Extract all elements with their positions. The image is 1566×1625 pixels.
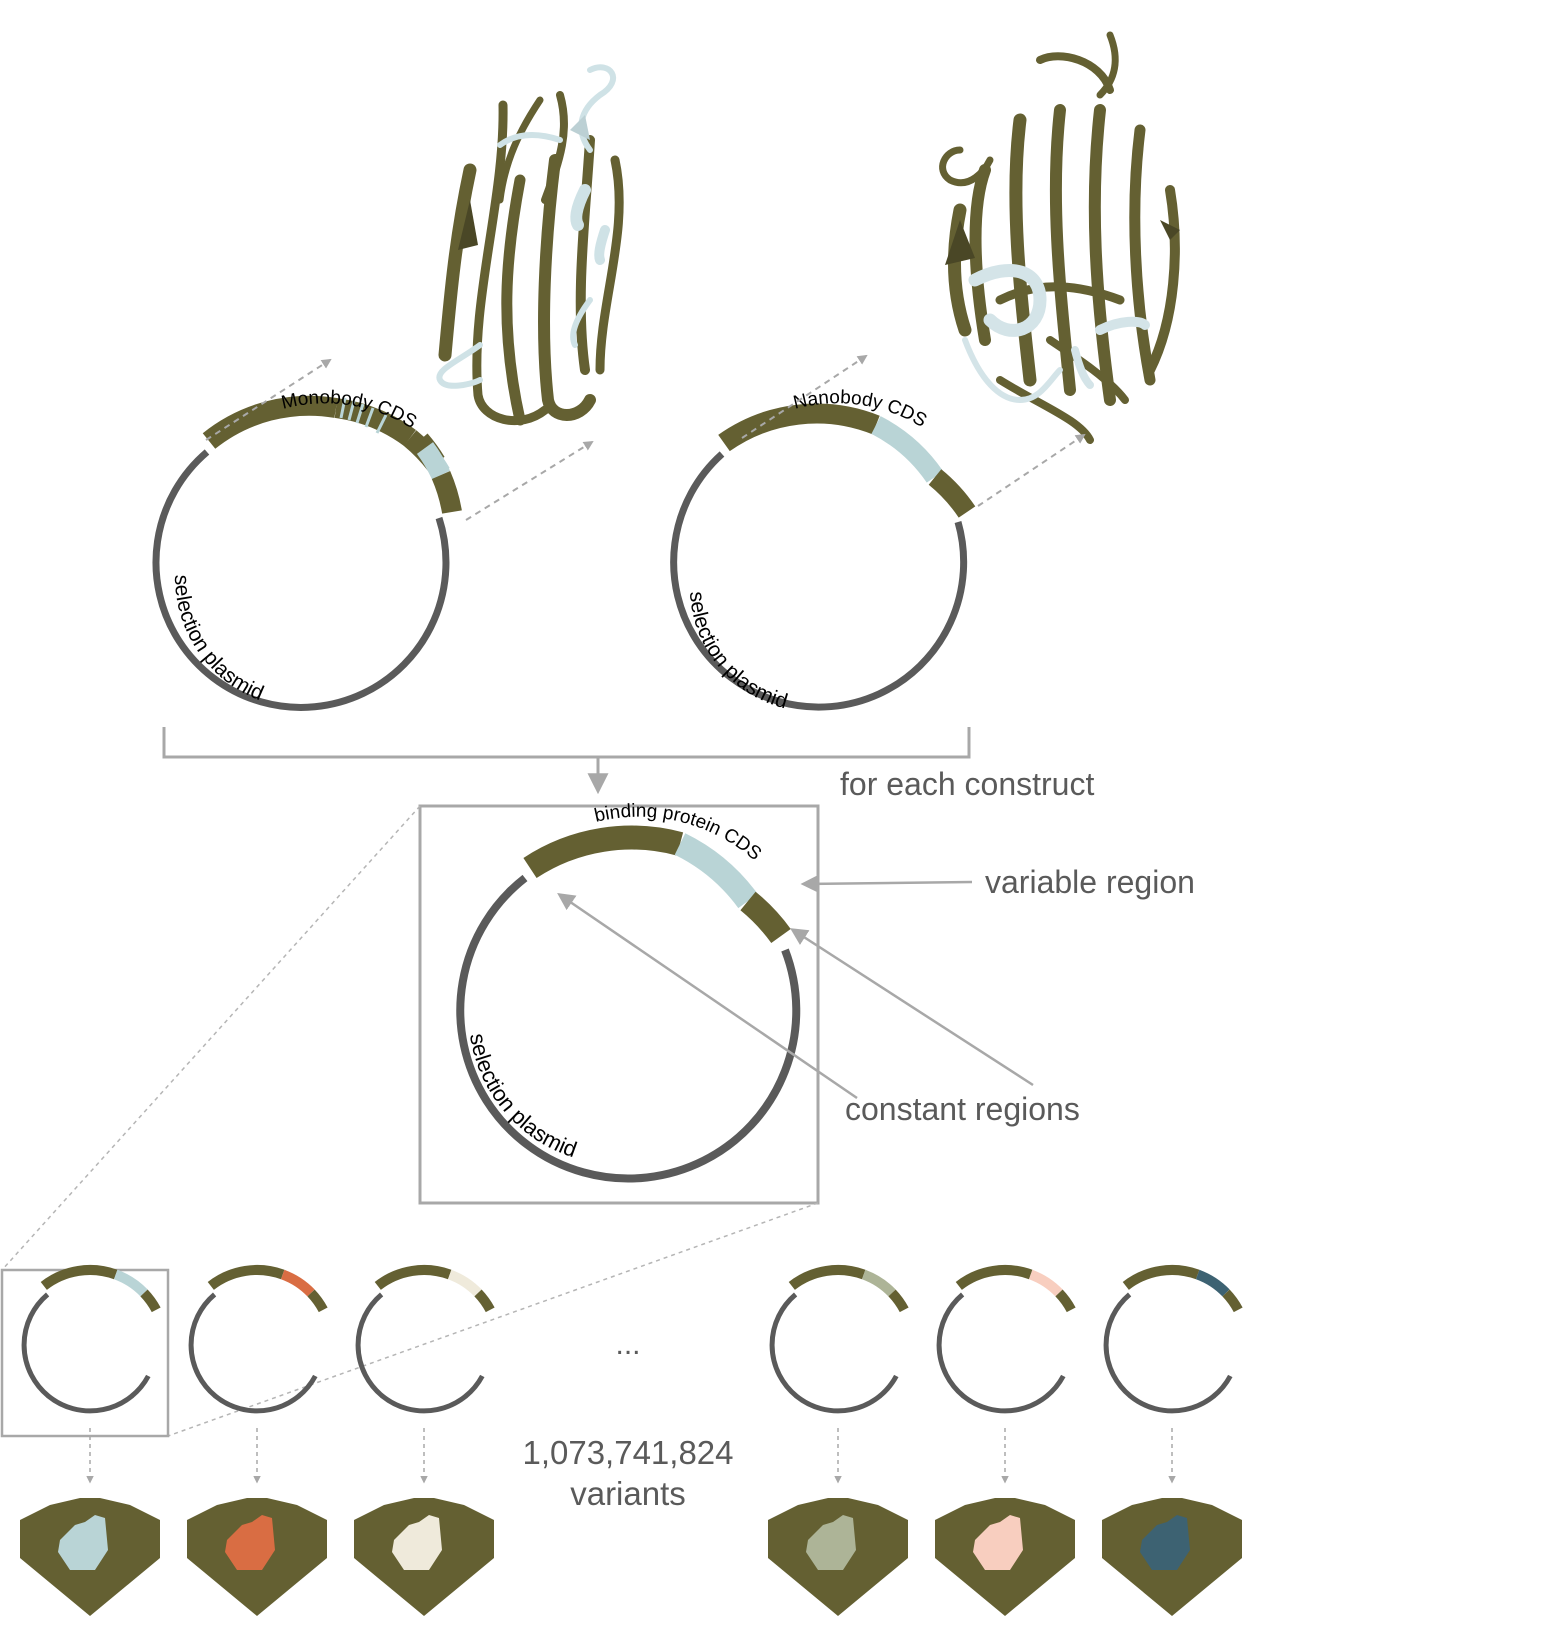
variant-variable-region (113, 1269, 148, 1297)
variant-variable-region (1028, 1269, 1063, 1297)
variant-constant-region (307, 1289, 328, 1313)
variant-variable-region (861, 1269, 896, 1297)
monobody-cds-label: Monobody CDS (279, 387, 420, 433)
variant-variable-region (447, 1269, 482, 1297)
region-callouts (557, 875, 1034, 1100)
variant-constant-region (140, 1289, 161, 1313)
zoom-guides (1, 805, 819, 1437)
variant-count: 1,073,741,824 (522, 1434, 733, 1471)
variant-binding-site (1140, 1515, 1190, 1570)
nanobody-structure (939, 31, 1180, 444)
expression-arrows (205, 354, 1086, 521)
variant-binding-site (225, 1515, 275, 1570)
variant-constant-region (788, 1264, 866, 1290)
variant-constant-region (474, 1289, 495, 1313)
variant-plasmid-backbone (936, 1292, 1066, 1414)
variant-constant-region (40, 1264, 118, 1290)
monobody-structure (436, 64, 624, 426)
variant-binding-site (973, 1515, 1023, 1570)
variant-4 (768, 1264, 909, 1616)
variant-binding-site (58, 1515, 108, 1570)
ellipsis: ... (615, 1328, 640, 1361)
variant-3 (354, 1264, 495, 1616)
variant-row (20, 1264, 1243, 1616)
plasmid-binding-protein: binding protein CDS selection plasmid (456, 801, 801, 1183)
variant-variable-region (280, 1269, 315, 1297)
variant-constant-region (374, 1264, 452, 1290)
variant-constant-region (1122, 1264, 1200, 1290)
variant-1 (20, 1264, 161, 1616)
variant-plasmid-backbone (1103, 1292, 1233, 1414)
variant-constant-region (955, 1264, 1033, 1290)
variable-region-label: variable region (985, 864, 1195, 900)
variant-binding-site (392, 1515, 442, 1570)
for-each-construct-label: for each construct (840, 766, 1094, 802)
variant-2 (187, 1264, 328, 1616)
construct-bracket (162, 727, 971, 795)
variant-constant-region (1055, 1289, 1076, 1313)
variant-6 (1102, 1264, 1243, 1616)
variant-constant-region (207, 1264, 285, 1290)
variant-variable-region (1195, 1269, 1230, 1297)
variant-constant-region (1222, 1289, 1243, 1313)
variant-plasmid-backbone (188, 1292, 318, 1414)
variant-constant-region (888, 1289, 909, 1313)
variant-plasmid-backbone (769, 1292, 899, 1414)
variant-binding-site (806, 1515, 856, 1570)
plasmid-nanobody: Nanobody CDS selection plasmid (670, 387, 976, 713)
constant-regions-label: constant regions (845, 1091, 1080, 1127)
variant-5 (935, 1264, 1076, 1616)
variants-word: variants (570, 1475, 686, 1512)
plasmid-monobody: Monobody CDS selection plasmid (152, 387, 462, 711)
variant-plasmid-backbone (355, 1292, 485, 1414)
construct-box (418, 804, 820, 1205)
variant-plasmid-backbone (21, 1292, 151, 1414)
